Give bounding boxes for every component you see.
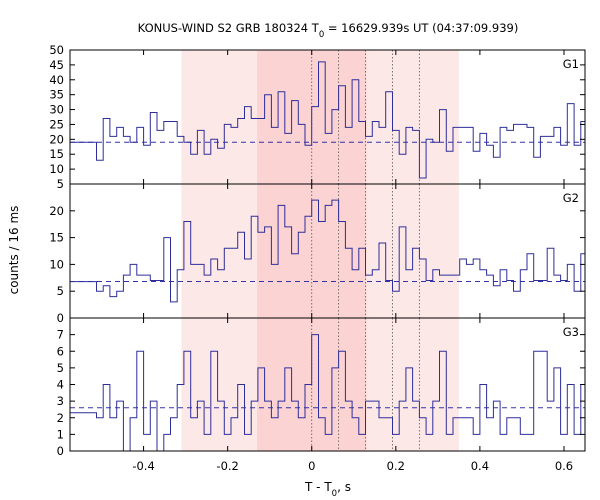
g2-ytick-label: 15 bbox=[49, 231, 64, 245]
x-axis-label-main: T - T bbox=[304, 480, 332, 494]
g3-ytick-label: 7 bbox=[57, 328, 64, 342]
g3-count-series bbox=[70, 334, 585, 452]
g2-ytick-label: 10 bbox=[49, 257, 64, 271]
xtick-label: 0.4 bbox=[471, 459, 489, 473]
g3-ytick-label: 3 bbox=[57, 394, 64, 408]
g1-ytick-label: 35 bbox=[49, 88, 64, 102]
chart-title: KONUS-WIND S2 GRB 180324 T0 = 16629.939s… bbox=[138, 21, 519, 40]
g1-ytick-label: 10 bbox=[49, 162, 64, 176]
g1-ytick-label: 20 bbox=[49, 132, 64, 146]
xtick-label: -0.2 bbox=[216, 459, 238, 473]
g1-ytick-label: 25 bbox=[49, 117, 64, 131]
g1-ytick-label: 30 bbox=[49, 103, 64, 117]
chart-title-rest: = 16629.939s UT (04:37:09.939) bbox=[324, 21, 518, 35]
g2-ytick-label: 5 bbox=[57, 284, 64, 298]
g3-ytick-label: 1 bbox=[57, 427, 64, 441]
g3-ytick-label: 2 bbox=[57, 411, 64, 425]
g3-ytick-label: 4 bbox=[57, 378, 64, 392]
g1-count-series bbox=[70, 61, 585, 179]
xtick-label: 0.2 bbox=[387, 459, 405, 473]
g1-panel-label: G1 bbox=[563, 57, 579, 71]
g3-panel-label: G3 bbox=[563, 325, 579, 339]
g2-panel-label: G2 bbox=[563, 191, 579, 205]
x-axis-label-rest: , s bbox=[337, 480, 351, 494]
chart-title-main: KONUS-WIND S2 GRB 180324 T bbox=[138, 21, 320, 35]
g1-ytick-label: 40 bbox=[49, 73, 64, 87]
g3-ytick-label: 5 bbox=[57, 361, 64, 375]
xtick-label: -0.4 bbox=[132, 459, 154, 473]
g3-ytick-label: 0 bbox=[57, 444, 64, 458]
x-axis-label: T - T0, s bbox=[304, 480, 351, 499]
g1-ytick-label: 50 bbox=[49, 43, 64, 57]
g2-ytick-label: 0 bbox=[57, 311, 64, 325]
x-axis-label-subscript: 0 bbox=[332, 489, 337, 499]
g2-count-series bbox=[70, 199, 585, 303]
g2-ytick-label: 20 bbox=[49, 204, 64, 218]
g1-ytick-label: 45 bbox=[49, 58, 64, 72]
g1-ytick-label: 15 bbox=[49, 147, 64, 161]
g1-ytick-label: 5 bbox=[57, 177, 64, 191]
xtick-label: 0 bbox=[308, 459, 315, 473]
g3-ytick-label: 6 bbox=[57, 344, 64, 358]
xtick-label: 0.6 bbox=[555, 459, 573, 473]
chart-title-subscript: 0 bbox=[319, 30, 324, 40]
y-axis-label: counts / 16 ms bbox=[7, 206, 21, 295]
